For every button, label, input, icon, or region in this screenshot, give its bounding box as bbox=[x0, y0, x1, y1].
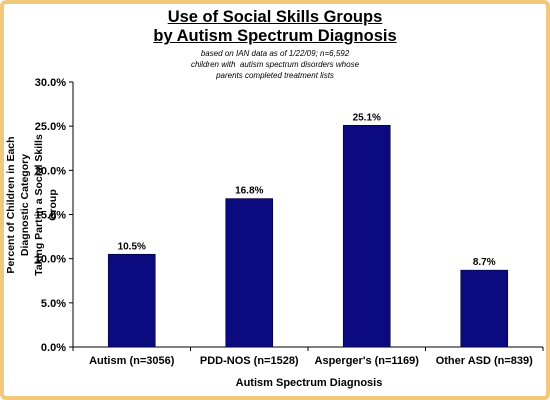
y-tick-label: 30.0% bbox=[35, 77, 66, 89]
data-label: 10.5% bbox=[118, 241, 146, 252]
bar bbox=[460, 269, 509, 348]
chart-title-line-2: by Autism Spectrum Diagnosis bbox=[153, 27, 397, 45]
x-axis-label: Autism Spectrum Diagnosis bbox=[235, 377, 383, 389]
subtitle-line-2: children with autism spectrum disorders … bbox=[190, 60, 360, 69]
bar bbox=[225, 198, 274, 348]
category-label: Other ASD (n=839) bbox=[436, 355, 533, 367]
data-label: 8.7% bbox=[473, 257, 496, 268]
data-label: 16.8% bbox=[235, 186, 263, 197]
y-tick-label: 20.0% bbox=[35, 165, 66, 177]
category-label: PDD-NOS (n=1528) bbox=[200, 355, 299, 367]
data-label: 25.1% bbox=[353, 112, 381, 123]
y-tick-label: 5.0% bbox=[41, 298, 66, 310]
y-tick-label: 15.0% bbox=[35, 210, 66, 222]
chart-subtitle: based on IAN data as of 1/22/09; n=6,592… bbox=[150, 48, 400, 81]
bar bbox=[342, 124, 391, 348]
category-label: Asperger's (n=1169) bbox=[315, 355, 420, 367]
bar bbox=[107, 253, 156, 348]
category-label: Autism (n=3056) bbox=[89, 355, 175, 367]
y-tick-label: 0.0% bbox=[41, 342, 66, 354]
y-tick-label: 25.0% bbox=[35, 121, 66, 133]
chart-title-line-1: Use of Social Skills Groups bbox=[167, 8, 383, 26]
subtitle-line-1: based on IAN data as of 1/22/09; n=6,592 bbox=[200, 49, 350, 58]
chart-title: Use of Social Skills Groups by Autism Sp… bbox=[0, 8, 550, 46]
y-tick-label: 10.0% bbox=[35, 254, 66, 266]
subtitle-line-3: parents completed treatment lists bbox=[216, 71, 334, 80]
